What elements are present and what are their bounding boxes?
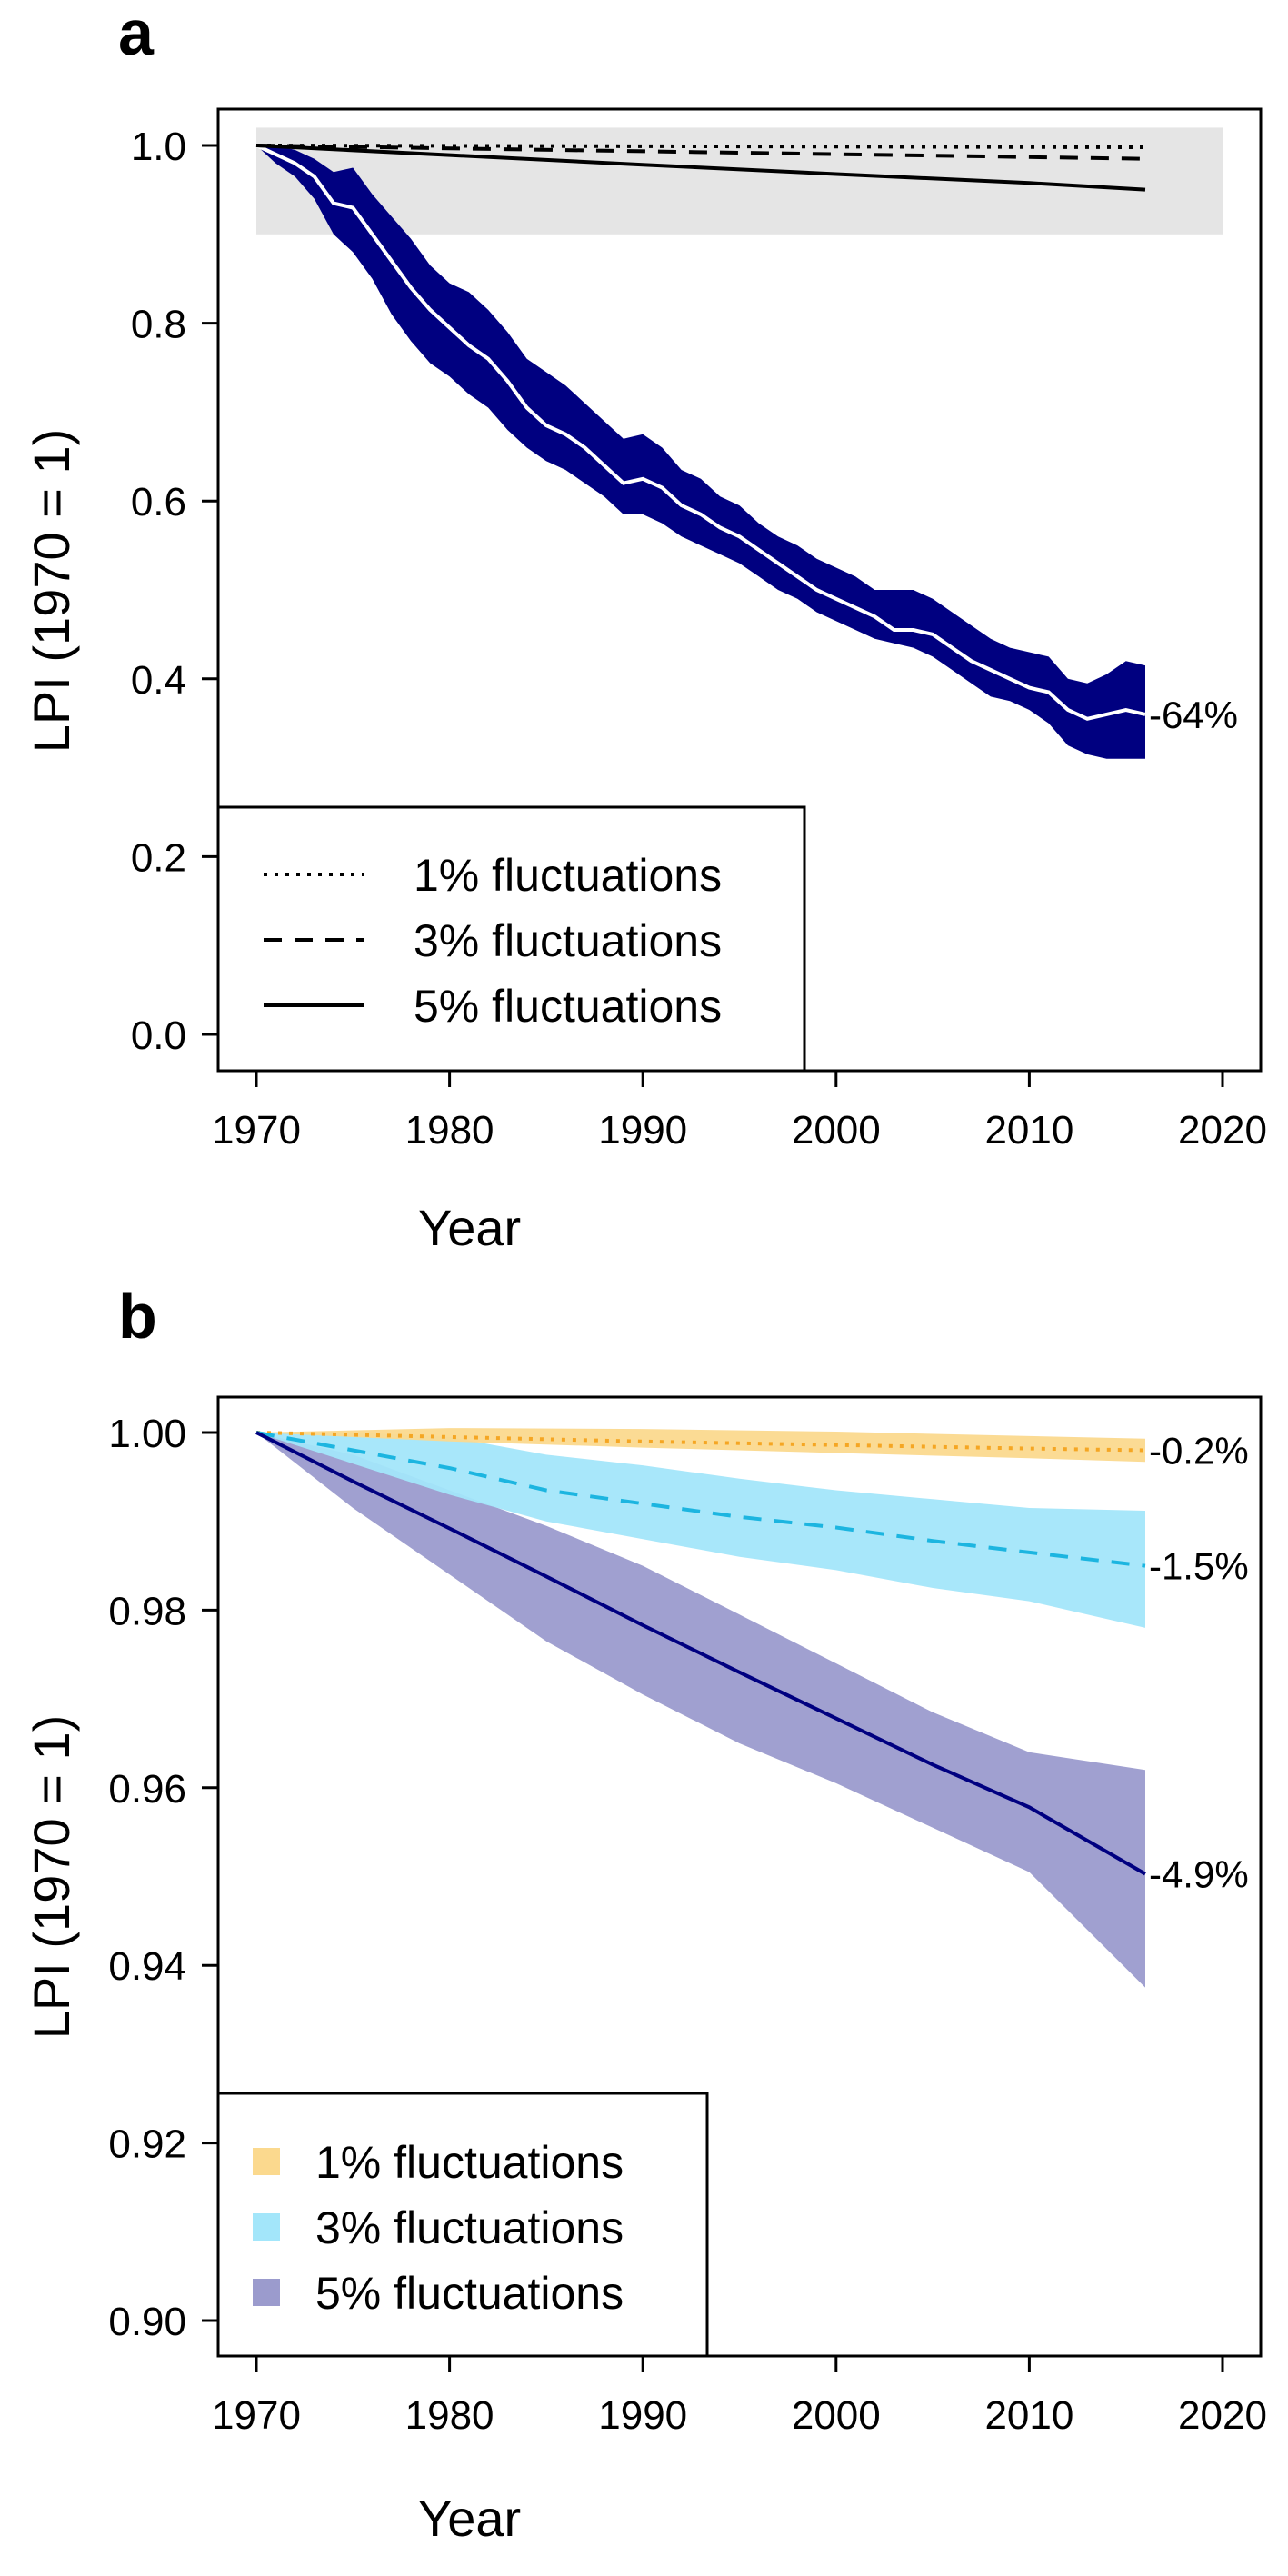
panel-a-label: a bbox=[118, 0, 155, 68]
panel-b-series-lines bbox=[255, 1431, 1146, 1876]
panel-b-x-axis-title: Year bbox=[418, 2490, 521, 2547]
end-label-series-1: -0.2% bbox=[1149, 1430, 1249, 1473]
legend-label: 3% fluctuations bbox=[315, 2202, 624, 2253]
y-tick-label: 0.94 bbox=[108, 1944, 186, 1989]
panel-b-legend-box bbox=[216, 2092, 709, 2358]
panel-a-x-axis-title: Year bbox=[418, 1199, 521, 1256]
y-tick-label: 0.6 bbox=[131, 480, 186, 524]
ribbon-series-3 bbox=[256, 1433, 1145, 1988]
x-tick-label: 1990 bbox=[598, 1108, 687, 1153]
ribbon-series-1 bbox=[256, 1428, 1145, 1463]
mean-line-series-1 bbox=[255, 1431, 1146, 1453]
y-tick-label: 0.2 bbox=[131, 835, 186, 880]
series-line-3 bbox=[255, 144, 1146, 192]
x-tick-label: 1980 bbox=[405, 1108, 494, 1153]
panel-b-y-axis: 0.90 0.92 0.94 0.96 0.98 1.00 bbox=[108, 1412, 218, 2344]
panel-b-legend: 1% fluctuations 3% fluctuations 5% fluctua… bbox=[216, 2092, 709, 2358]
legend-label: 1% fluctuations bbox=[315, 2137, 624, 2188]
legend-label: 5% fluctuations bbox=[414, 981, 722, 1032]
y-tick-label: 0.0 bbox=[131, 1013, 186, 1058]
panel-a: a 0.0 0.2 0.4 0.6 0.8 1.0 1970 1980 1990 2000 201… bbox=[23, 0, 1267, 1256]
y-tick-label: 0.98 bbox=[108, 1589, 186, 1633]
panel-a-x-axis: 1970 1980 1990 2000 2010 2020 bbox=[212, 1071, 1267, 1153]
mean-line-series-2 bbox=[255, 1431, 1146, 1568]
panel-a-end-label: -64% bbox=[1149, 694, 1238, 736]
panel-a-series-lines bbox=[255, 144, 1146, 192]
panel-a-legend-box bbox=[216, 805, 806, 1073]
panel-b-x-axis: 1970 1980 1990 2000 2010 2020 bbox=[212, 2356, 1267, 2438]
y-tick-label: 0.92 bbox=[108, 2122, 186, 2167]
x-tick-label: 1990 bbox=[598, 2393, 687, 2438]
trend-mean-line bbox=[255, 144, 1146, 721]
legend-key-swatch bbox=[253, 2148, 280, 2175]
panel-b-label: b bbox=[118, 1281, 157, 1352]
y-tick-label: 0.90 bbox=[108, 2300, 186, 2344]
x-tick-label: 1970 bbox=[212, 2393, 301, 2438]
x-tick-label: 2000 bbox=[792, 1108, 881, 1153]
end-label-series-3: -4.9% bbox=[1149, 1853, 1249, 1896]
panel-a-y-axis: 0.0 0.2 0.4 0.6 0.8 1.0 bbox=[131, 125, 218, 1058]
panel-b-plot-frame bbox=[216, 1395, 1263, 2358]
x-tick-label: 2020 bbox=[1178, 1108, 1267, 1153]
panel-b-end-labels: -0.2% -1.5% -4.9% bbox=[1149, 1430, 1249, 1896]
legend-label: 3% fluctuations bbox=[414, 915, 722, 966]
panel-a-highlight-band bbox=[256, 127, 1223, 235]
y-tick-label: 1.0 bbox=[131, 125, 186, 169]
x-tick-label: 2020 bbox=[1178, 2393, 1267, 2438]
y-tick-label: 1.00 bbox=[108, 1412, 186, 1456]
mean-line-series-3 bbox=[255, 1431, 1146, 1876]
x-tick-label: 1970 bbox=[212, 1108, 301, 1153]
panel-a-y-axis-title: LPI (1970 = 1) bbox=[23, 429, 80, 753]
panel-b-y-axis-title: LPI (1970 = 1) bbox=[23, 1715, 80, 2039]
panel-b: b -0.2% -1.5% -4.9% 0.90 0.92 0.94 0.96 0.98 1.… bbox=[23, 1281, 1267, 2547]
legend-label: 5% fluctuations bbox=[315, 2268, 624, 2319]
series-line-2 bbox=[255, 144, 1146, 161]
x-tick-label: 2010 bbox=[984, 1108, 1073, 1153]
y-tick-label: 0.8 bbox=[131, 303, 186, 347]
panel-a-legend: 1% fluctuations 3% fluctuations 5% fluctua… bbox=[216, 805, 806, 1073]
panel-a-trend-ribbon bbox=[255, 144, 1146, 759]
legend-key-swatch bbox=[253, 2213, 280, 2241]
x-tick-label: 2000 bbox=[792, 2393, 881, 2438]
y-tick-label: 0.96 bbox=[108, 1767, 186, 1812]
legend-label: 1% fluctuations bbox=[414, 850, 722, 901]
end-label-series-2: -1.5% bbox=[1149, 1545, 1249, 1588]
highlight-band-rect bbox=[256, 127, 1223, 235]
x-tick-label: 2010 bbox=[984, 2393, 1073, 2438]
trend-confidence-band bbox=[256, 145, 1145, 759]
panel-b-ribbons bbox=[256, 1428, 1145, 1988]
legend-key-swatch bbox=[253, 2279, 280, 2306]
x-tick-label: 1980 bbox=[405, 2393, 494, 2438]
y-tick-label: 0.4 bbox=[131, 658, 186, 703]
ribbon-series-2 bbox=[256, 1433, 1145, 1628]
